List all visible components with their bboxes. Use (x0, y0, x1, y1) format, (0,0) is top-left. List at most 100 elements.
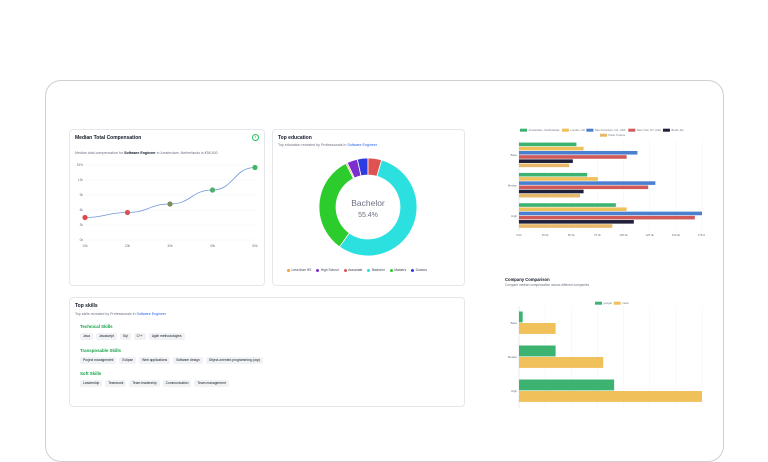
bar (519, 211, 702, 216)
legend-swatch (600, 133, 607, 137)
skill-chip: Web applications (139, 357, 171, 364)
legend-item[interactable]: Less than HS (287, 268, 311, 272)
x-tick-label: 175.0k (698, 233, 705, 236)
bar (519, 323, 556, 334)
legend-item[interactable]: Masters (389, 268, 406, 272)
legend-label: Associate (348, 268, 363, 272)
skill-chip-row: Leadership Teamwork Team leadership Communi… (80, 380, 229, 387)
x-tick-label: 30k (167, 244, 173, 248)
legend-item[interactable]: High School (316, 268, 339, 272)
bar (519, 172, 588, 177)
skill-chip: Communication (162, 380, 192, 387)
bar (519, 177, 598, 181)
x-tick-label: 10k (82, 244, 88, 248)
skills-subtitle: Top skills revealed by Professionals in … (75, 312, 167, 316)
skill-group-title: Soft Skills (80, 371, 102, 376)
x-tick-label: 20k (125, 244, 131, 248)
legend-swatch (561, 128, 569, 132)
x-tick-label: 25.0k (542, 233, 549, 236)
company-subtitle: Compare median compensation across diffe… (505, 283, 590, 287)
data-point (167, 201, 173, 207)
data-point (124, 209, 131, 216)
bar (519, 311, 523, 323)
compensation-title: Median Total Compensation (75, 135, 142, 141)
category-label: Median (508, 355, 518, 359)
skill-chip: Leadership (80, 380, 103, 387)
bar (519, 142, 577, 147)
bar (519, 163, 570, 168)
bar (519, 150, 638, 155)
legend-label: New York, NY, USA (637, 128, 661, 132)
skills-card: Top skills Top skills revealed by Profes… (69, 297, 465, 407)
legend-swatch (613, 301, 621, 305)
skill-chip: Sql (119, 333, 131, 340)
skill-chip: Team leadership (129, 380, 160, 387)
compensation-line-chart: 15% 12k 9k 6k 3k 0k 10k 20k 30k 40k 50k (77, 163, 258, 248)
skill-chip: C++ (133, 333, 146, 340)
bar (519, 185, 649, 190)
data-point (82, 214, 88, 221)
donut-slice (345, 162, 355, 180)
legend-label: meta (622, 301, 629, 305)
skills-title: Top skills (75, 303, 98, 309)
skill-chip: Team management (194, 380, 229, 387)
legend-item[interactable]: Bachelor (367, 268, 385, 272)
bar (519, 159, 573, 163)
x-tick-label: 125.0k (646, 233, 655, 236)
y-tick-label: 6k (80, 208, 84, 212)
legend-item[interactable]: Associate (343, 268, 363, 272)
x-tick-label: 50k (252, 244, 258, 248)
legend-dot (367, 268, 371, 272)
bar (519, 146, 584, 151)
y-tick-label: 15% (77, 163, 84, 167)
legend-swatch (595, 301, 602, 305)
donut-slice (318, 162, 355, 248)
bar (519, 203, 616, 207)
bar (519, 379, 615, 391)
company-title: Company Comparison (505, 277, 550, 282)
y-tick-label: 0k (80, 238, 84, 242)
x-tick-label: 75.0k (594, 233, 601, 236)
skill-chip-row: Java Javascript Sql C++ Agile methodologies (80, 333, 185, 340)
company-comparison-chart: google meta Base Median High (508, 301, 703, 408)
bar (519, 207, 627, 212)
bar (519, 345, 556, 357)
x-tick-label: 40k (210, 244, 216, 248)
y-tick-label: 9k (80, 193, 84, 197)
skill-chip: Project management (80, 357, 117, 364)
legend-label: Bachelor (371, 268, 385, 272)
skill-group-title: Transposable Skills (80, 348, 121, 353)
legend-swatch (586, 128, 594, 132)
legend-label: Amsterdam, Netherlands (529, 128, 561, 132)
skill-chip-row: Project management Eclipse Web application… (80, 357, 264, 364)
legend-label: London, UK (570, 128, 585, 132)
category-label: High (511, 214, 517, 218)
legend-dot (389, 268, 393, 272)
compensation-subtitle: Median total compensation for Software E… (75, 151, 218, 155)
city-comparison-chart: Amsterdam, Netherlands London, UK San Fran… (508, 128, 705, 236)
legend-label: San Francisco, CA, USA (595, 128, 626, 132)
legend-label: Doctors (415, 268, 427, 272)
bar (519, 155, 627, 159)
info-icon[interactable]: i (252, 134, 259, 141)
education-legend: Less than HS High School Associate Bachelor… (287, 268, 457, 272)
x-tick-label: 0.0k (516, 233, 522, 236)
skill-chip: Javascript (95, 333, 117, 340)
legend-label: High School (320, 268, 339, 272)
data-point (209, 187, 216, 193)
bar (519, 224, 613, 228)
x-tick-label: 100.0k (619, 233, 628, 236)
donut-center-label: Bachelor (351, 198, 385, 208)
category-label: High (511, 389, 517, 393)
legend-dot (287, 268, 290, 272)
y-tick-label: 12k (78, 178, 84, 182)
skill-chip: Java (80, 333, 93, 340)
y-tick-label: 3k (80, 223, 84, 227)
legend-label: Paris, France (609, 133, 626, 137)
category-label: Base (511, 153, 518, 157)
category-label: Base (511, 321, 518, 325)
x-tick-label: 50.0k (568, 233, 575, 236)
bar (519, 357, 604, 368)
legend-item[interactable]: Doctors (411, 268, 427, 272)
legend-swatch (520, 128, 527, 132)
